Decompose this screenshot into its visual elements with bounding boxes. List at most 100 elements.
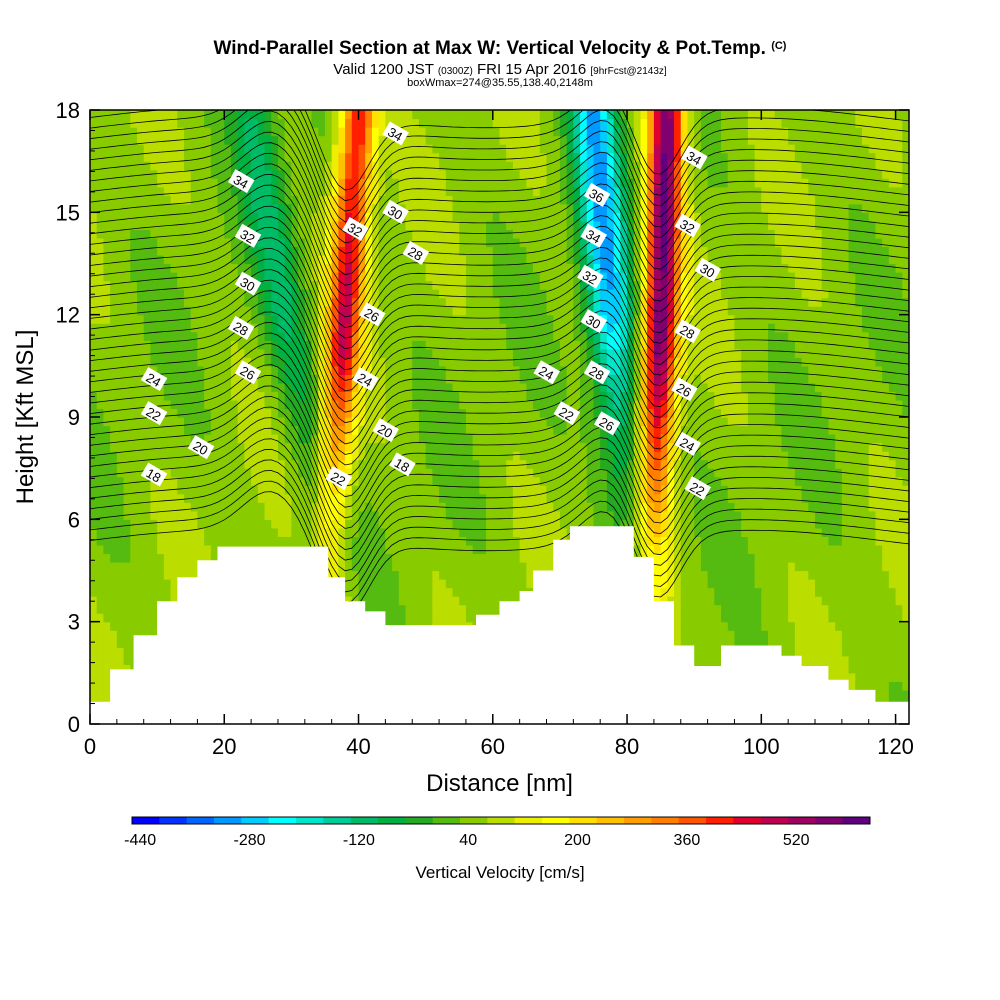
- field-cell: [459, 323, 467, 333]
- field-cell: [405, 485, 413, 495]
- field-cell: [392, 561, 400, 572]
- field-cell: [224, 451, 232, 461]
- field-cell: [103, 681, 111, 691]
- field-cell: [445, 408, 454, 418]
- field-cell: [210, 331, 219, 341]
- field-cell: [110, 519, 118, 529]
- field-cell: [492, 604, 501, 614]
- field-cell: [412, 203, 420, 213]
- field-cell: [96, 553, 105, 563]
- field-cell: [405, 493, 413, 503]
- field-cell: [271, 127, 279, 137]
- field-cell: [452, 536, 460, 546]
- field-cell: [291, 169, 299, 179]
- field-cell: [257, 391, 266, 401]
- field-cell: [486, 502, 494, 512]
- field-cell: [217, 144, 225, 154]
- field-cell: [150, 544, 158, 555]
- field-cell: [170, 519, 178, 529]
- field-cell: [204, 220, 212, 230]
- field-cell: [512, 502, 521, 512]
- field-cell: [157, 118, 165, 128]
- field-cell: [512, 434, 521, 444]
- field-cell: [190, 553, 199, 563]
- field-cell: [217, 493, 225, 503]
- field-cell: [284, 348, 292, 358]
- field-cell: [439, 391, 447, 401]
- field-cell: [519, 314, 527, 324]
- field-cell: [170, 527, 178, 537]
- field-cell: [143, 246, 152, 256]
- field-cell: [506, 161, 514, 171]
- field-cell: [378, 220, 386, 230]
- field-cell: [439, 434, 447, 444]
- field-cell: [465, 493, 474, 503]
- field-cell: [251, 357, 259, 367]
- field-cell: [291, 118, 299, 128]
- field-cell: [479, 604, 487, 614]
- field-cell: [284, 468, 292, 478]
- field-cell: [499, 374, 507, 384]
- field-cell: [499, 425, 507, 435]
- field-cell: [432, 110, 440, 120]
- field-cell: [277, 186, 286, 196]
- field-cell: [418, 451, 427, 461]
- field-cell: [405, 408, 413, 418]
- field-cell: [439, 203, 447, 213]
- field-cell: [170, 451, 178, 461]
- field-cell: [465, 476, 474, 486]
- field-cell: [244, 289, 252, 299]
- field-cell: [90, 681, 98, 691]
- field-cell: [90, 570, 98, 580]
- field-cell: [418, 178, 427, 188]
- field-cell: [506, 519, 514, 529]
- field-cell: [271, 536, 279, 546]
- field-cell: [143, 144, 152, 154]
- field-cell: [103, 272, 111, 282]
- field-cell: [425, 561, 433, 572]
- field-cell: [116, 544, 125, 555]
- field-cell: [271, 289, 279, 299]
- field-cell: [284, 178, 292, 188]
- field-cell: [546, 502, 554, 512]
- field-cell: [116, 178, 125, 188]
- field-cell: [136, 127, 145, 137]
- field-cell: [136, 604, 145, 614]
- field-cell: [385, 314, 393, 324]
- field-cell: [533, 314, 541, 324]
- field-cell: [418, 135, 427, 145]
- field-cell: [257, 527, 266, 537]
- field-cell: [445, 519, 454, 529]
- field-cell: [526, 127, 534, 137]
- field-cell: [217, 391, 225, 401]
- field-cell: [136, 442, 145, 452]
- field-cell: [412, 604, 420, 614]
- field-cell: [479, 417, 487, 427]
- field-cell: [244, 493, 252, 503]
- field-cell: [116, 391, 125, 401]
- field-cell: [103, 365, 111, 375]
- field-cell: [123, 169, 131, 179]
- field-cell: [338, 306, 346, 316]
- field-cell: [130, 254, 138, 265]
- field-cell: [392, 519, 400, 529]
- field-cell: [116, 408, 125, 418]
- field-cell: [533, 237, 541, 248]
- field-cell: [519, 306, 527, 316]
- field-cell: [465, 485, 474, 495]
- field-cell: [251, 348, 259, 358]
- field-cell: [533, 263, 541, 273]
- field-cell: [432, 579, 440, 589]
- field-cell: [163, 178, 172, 188]
- field-cell: [425, 280, 433, 290]
- field-cell: [96, 391, 105, 401]
- field-cell: [116, 655, 125, 665]
- field-cell: [190, 306, 199, 316]
- field-cell: [204, 340, 212, 350]
- field-cell: [284, 365, 292, 375]
- field-cell: [90, 664, 98, 674]
- field-cell: [244, 110, 252, 120]
- field-cell: [136, 544, 145, 555]
- field-cell: [217, 357, 225, 367]
- field-cell: [506, 425, 514, 435]
